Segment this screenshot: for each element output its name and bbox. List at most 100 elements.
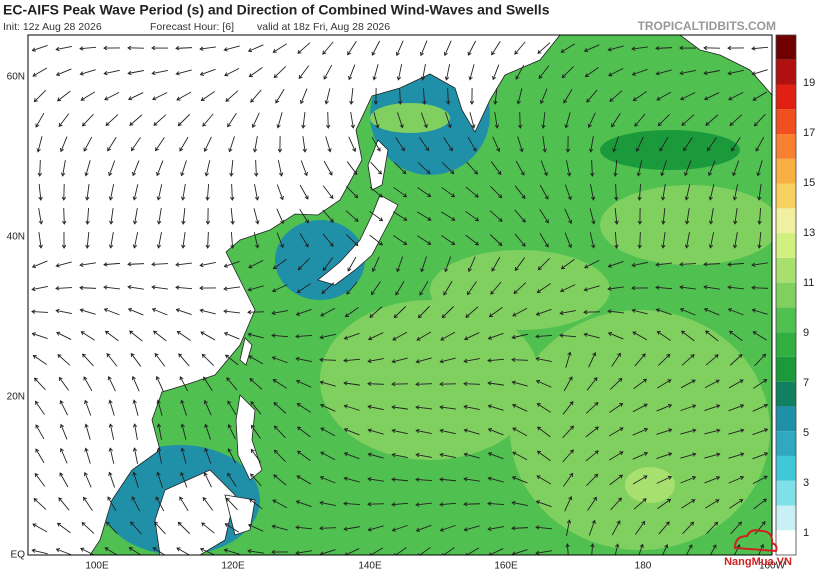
wave-arrow	[127, 92, 144, 101]
wave-arrow	[322, 233, 334, 247]
lon-label: 140E	[358, 561, 382, 572]
wave-arrow	[728, 404, 745, 412]
wave-arrow	[325, 136, 332, 153]
wave-arrow	[613, 159, 618, 177]
wave-arrow	[34, 472, 46, 487]
wave-arrow	[272, 258, 287, 270]
wave-arrow	[727, 285, 744, 290]
wave-arrow	[684, 232, 690, 249]
wave-arrow	[84, 447, 91, 464]
wave-arrow	[205, 231, 210, 249]
wave-arrow	[226, 377, 238, 391]
colorbar-segment	[776, 183, 796, 209]
wave-arrow	[348, 136, 357, 153]
wave-arrow	[511, 526, 529, 531]
wave-arrow	[684, 160, 692, 177]
wave-arrow	[225, 90, 239, 102]
wave-arrow	[446, 87, 451, 105]
wave-arrow	[367, 404, 384, 411]
wave-arrow	[752, 91, 768, 101]
wave-arrow	[199, 285, 217, 291]
wave-arrow	[276, 208, 285, 225]
wave-arrow	[681, 499, 696, 509]
wave-arrow	[32, 67, 48, 77]
wave-arrow	[107, 375, 116, 392]
wave-arrow	[367, 332, 384, 341]
wave-arrow	[104, 91, 120, 101]
wave-arrow	[319, 549, 336, 555]
wave-arrow	[728, 379, 744, 389]
wave-arrow	[369, 306, 383, 318]
wave-arrow	[393, 306, 407, 319]
wave-arrow	[273, 474, 287, 486]
wave-arrow	[79, 262, 96, 267]
wave-arrow	[320, 307, 336, 317]
wave-arrow	[230, 231, 235, 249]
wave-arrow	[325, 111, 331, 129]
wave-arrow	[180, 471, 188, 488]
wave-arrow	[229, 159, 234, 177]
wave-arrow	[369, 234, 384, 246]
wave-arrow	[155, 137, 165, 152]
wave-arrow	[59, 136, 68, 153]
wave-arrow	[441, 162, 455, 175]
wave-arrow	[393, 547, 407, 555]
wave-arrow	[584, 259, 600, 269]
island	[367, 139, 389, 191]
lon-label: 160W	[759, 561, 786, 572]
wave-arrow	[535, 356, 552, 362]
wave-arrow	[565, 543, 570, 555]
wave-arrow	[200, 91, 215, 102]
wave-arrow	[297, 258, 310, 271]
colorbar-segment	[776, 233, 796, 258]
wave-arrow	[154, 521, 166, 535]
wave-arrow	[488, 548, 504, 555]
wave-arrow	[346, 161, 358, 176]
wave-arrow	[729, 354, 743, 366]
colorbar-segment	[776, 332, 796, 357]
wave-arrow	[560, 258, 575, 270]
wave-arrow	[302, 136, 307, 153]
wave-arrow	[33, 377, 46, 391]
wave-arrow	[367, 428, 384, 435]
wave-arrow	[637, 183, 642, 201]
wave-arrow	[371, 256, 380, 273]
wave-arrow	[103, 262, 121, 267]
wave-arrow	[132, 471, 139, 488]
wave-arrow	[343, 358, 361, 363]
wave-arrow	[249, 498, 263, 510]
wave-arrow	[199, 308, 216, 315]
watermark: NangMua.VN	[724, 556, 792, 568]
wave-arrow	[728, 475, 745, 484]
lat-label: EQ	[11, 550, 26, 561]
wave-arrow	[367, 501, 385, 507]
wave-arrow	[250, 473, 262, 487]
wave-arrow	[152, 330, 167, 342]
wave-arrow	[751, 308, 768, 315]
wave-arrow	[705, 330, 719, 342]
wave-arrow	[564, 184, 572, 201]
wave-arrow	[752, 452, 769, 460]
wave-arrow	[180, 399, 187, 416]
wave-arrow	[441, 235, 456, 245]
axis-labels: 60N 40N 20N EQ 100E 120E 140E 160E 180 160W	[7, 72, 786, 572]
wave-arrow	[35, 400, 45, 415]
wave-arrow	[223, 286, 240, 291]
wave-arrow	[132, 184, 139, 201]
wave-arrow	[542, 136, 547, 153]
wave-arrow	[680, 452, 697, 459]
wave-arrow	[367, 477, 384, 482]
wave-arrow	[631, 46, 648, 51]
wave-arrow	[680, 92, 696, 101]
wave-arrow	[659, 136, 669, 152]
wave-arrow	[562, 401, 574, 415]
wave-arrow	[248, 355, 264, 365]
wave-arrow	[319, 357, 337, 362]
wave-arrow	[565, 351, 572, 368]
wave-arrow	[611, 352, 621, 367]
wave-arrow	[703, 45, 721, 51]
wave-arrow	[248, 259, 264, 269]
wave-arrow	[108, 160, 116, 177]
wave-arrow	[466, 281, 477, 296]
wave-arrow	[415, 524, 432, 532]
